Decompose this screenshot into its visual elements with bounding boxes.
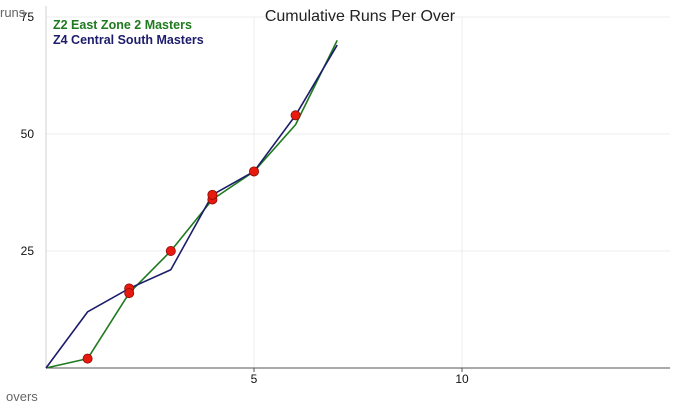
wicket-marker bbox=[124, 288, 135, 299]
y-tick-label: 25 bbox=[21, 244, 35, 258]
wicket-markers bbox=[82, 110, 301, 364]
y-tick-label: 75 bbox=[21, 10, 35, 24]
wicket-marker bbox=[290, 110, 301, 121]
chart-title: Cumulative Runs Per Over bbox=[265, 8, 456, 25]
series-line-2 bbox=[45, 44, 338, 369]
wicket-marker bbox=[165, 245, 176, 256]
y-tick-label: 50 bbox=[21, 127, 35, 141]
legend-entry-1: Z2 East Zone 2 Masters bbox=[53, 18, 192, 32]
x-axis-label: overs bbox=[6, 389, 38, 404]
wicket-marker bbox=[248, 166, 259, 177]
series-line-1 bbox=[45, 40, 338, 369]
x-tick-label: 10 bbox=[455, 372, 469, 386]
y-axis-label: runs bbox=[0, 5, 26, 20]
axes bbox=[45, 6, 670, 372]
x-tick-label: 5 bbox=[251, 372, 258, 386]
wicket-marker bbox=[82, 353, 93, 364]
series-lines bbox=[45, 40, 338, 369]
tick-labels: 25 50 75 5 10 bbox=[21, 10, 469, 386]
legend-entry-2: Z4 Central South Masters bbox=[53, 33, 204, 47]
wicket-marker bbox=[207, 189, 218, 200]
grid-lines bbox=[46, 16, 670, 368]
